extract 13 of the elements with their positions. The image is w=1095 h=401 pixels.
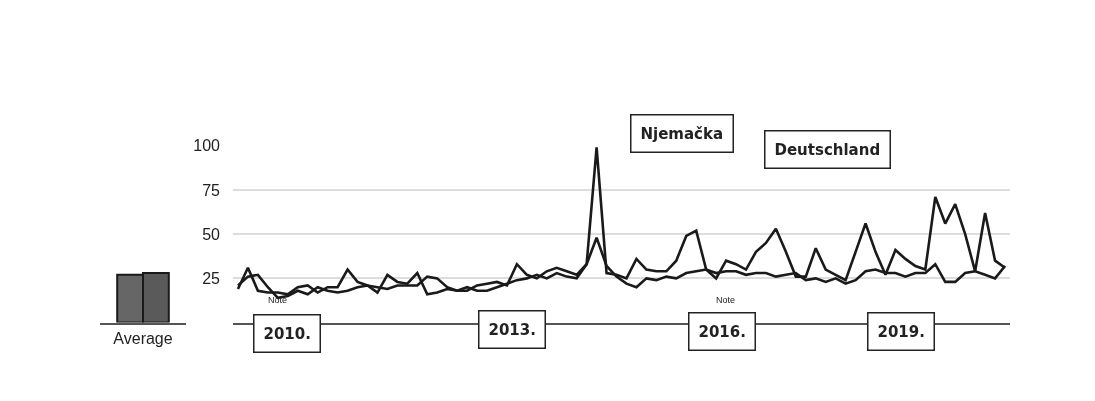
annotation: Deutschland bbox=[774, 140, 881, 159]
y-tick-label: 50 bbox=[202, 225, 221, 243]
annotation: 2013. bbox=[488, 320, 536, 339]
x-tick-label: Average bbox=[113, 329, 173, 347]
y-tick-label: 25 bbox=[202, 269, 221, 287]
annotation: 2019. bbox=[877, 322, 925, 341]
text: 2010. bbox=[263, 324, 311, 343]
y-tick-label: 100 bbox=[193, 137, 221, 155]
text: Njemačka bbox=[640, 124, 724, 143]
annotation: Note bbox=[716, 295, 736, 305]
y-tick-label: 75 bbox=[202, 181, 221, 199]
annotation: Note bbox=[268, 295, 288, 305]
annotation: 2016. bbox=[698, 322, 746, 341]
